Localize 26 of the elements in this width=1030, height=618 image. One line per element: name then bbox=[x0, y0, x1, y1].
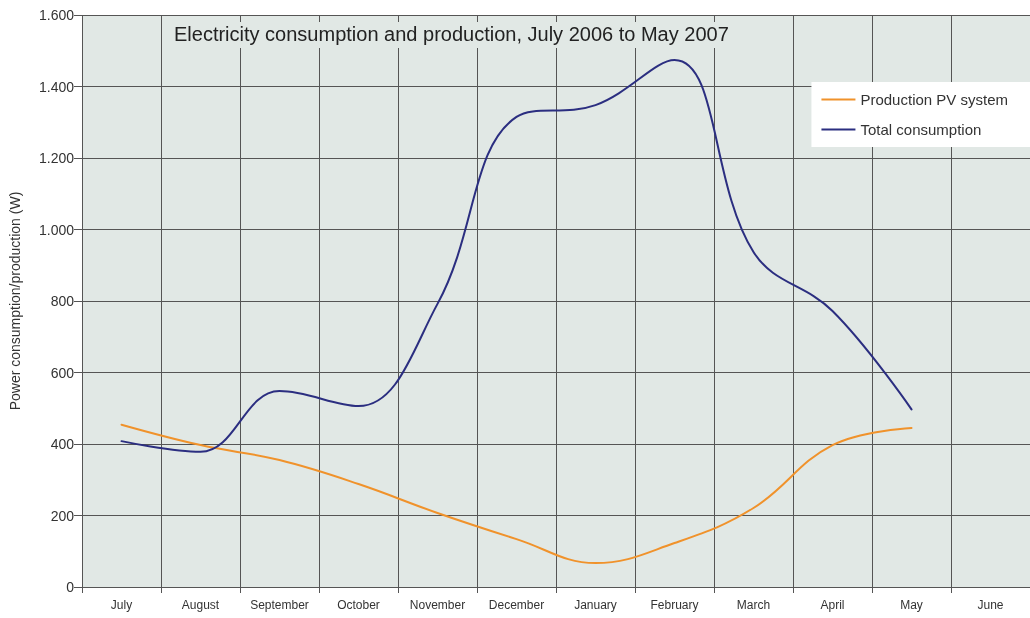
x-tick-label: February bbox=[650, 598, 699, 612]
chart-title: Electricity consumption and production, July 2006 to May 2007 bbox=[174, 23, 729, 45]
y-tick-label: 400 bbox=[50, 436, 75, 452]
x-tick-label: August bbox=[181, 598, 220, 612]
x-tick-label: December bbox=[488, 598, 545, 612]
x-tick-label: July bbox=[110, 598, 133, 612]
y-tick-label: 1.400 bbox=[38, 78, 75, 95]
y-tick-label: 200 bbox=[50, 507, 75, 524]
line-series bbox=[120, 423, 913, 565]
x-tick-label: November bbox=[409, 598, 466, 612]
x-tick-label: October bbox=[337, 598, 380, 612]
legend-label: Production PV system bbox=[860, 91, 1008, 108]
y-tick-label: 1.200 bbox=[38, 150, 75, 166]
legend-label: Total consumption bbox=[860, 121, 982, 138]
x-tick-label: May bbox=[900, 598, 923, 612]
x-tick-label: March bbox=[736, 598, 771, 612]
y-tick-label: 1.600 bbox=[38, 7, 75, 23]
y-axis-title: Power consumption/production (W) bbox=[7, 191, 23, 411]
y-tick-label: 0 bbox=[66, 579, 75, 595]
x-tick-label: January bbox=[574, 598, 617, 612]
x-tick-label: June bbox=[977, 598, 1004, 612]
y-tick-label: 600 bbox=[50, 364, 75, 381]
x-tick-label: September bbox=[250, 598, 309, 612]
y-tick-label: 1.000 bbox=[38, 221, 75, 238]
y-tick-label: 800 bbox=[50, 293, 75, 309]
x-tick-label: April bbox=[820, 598, 845, 612]
